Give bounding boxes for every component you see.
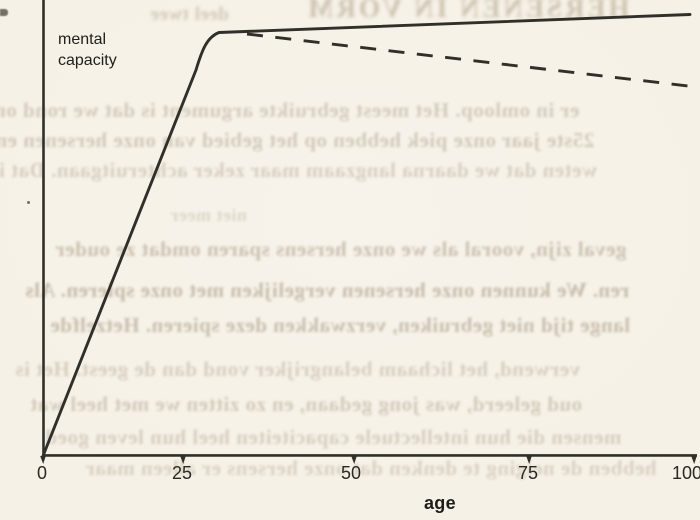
scan-speck [27,201,30,204]
dashed-series-line [246,32,689,88]
x-tick-100 [691,456,697,464]
x-tick-25 [180,456,186,464]
x-tick-50 [351,456,357,464]
x-tick-label-100: 100 [671,463,700,483]
y-axis-label: mental capacity [58,31,117,69]
solid-series-line [41,13,692,458]
x-axis-label: age [424,493,456,513]
x-tick-0 [40,456,46,464]
x-tick-label-50: 50 [340,463,362,483]
scan-edge-mark [0,9,8,16]
x-tick-75 [526,456,532,464]
x-tick-label-75: 75 [517,463,539,483]
x-tick-label-0: 0 [36,463,48,483]
x-tick-label-25: 25 [171,463,193,483]
